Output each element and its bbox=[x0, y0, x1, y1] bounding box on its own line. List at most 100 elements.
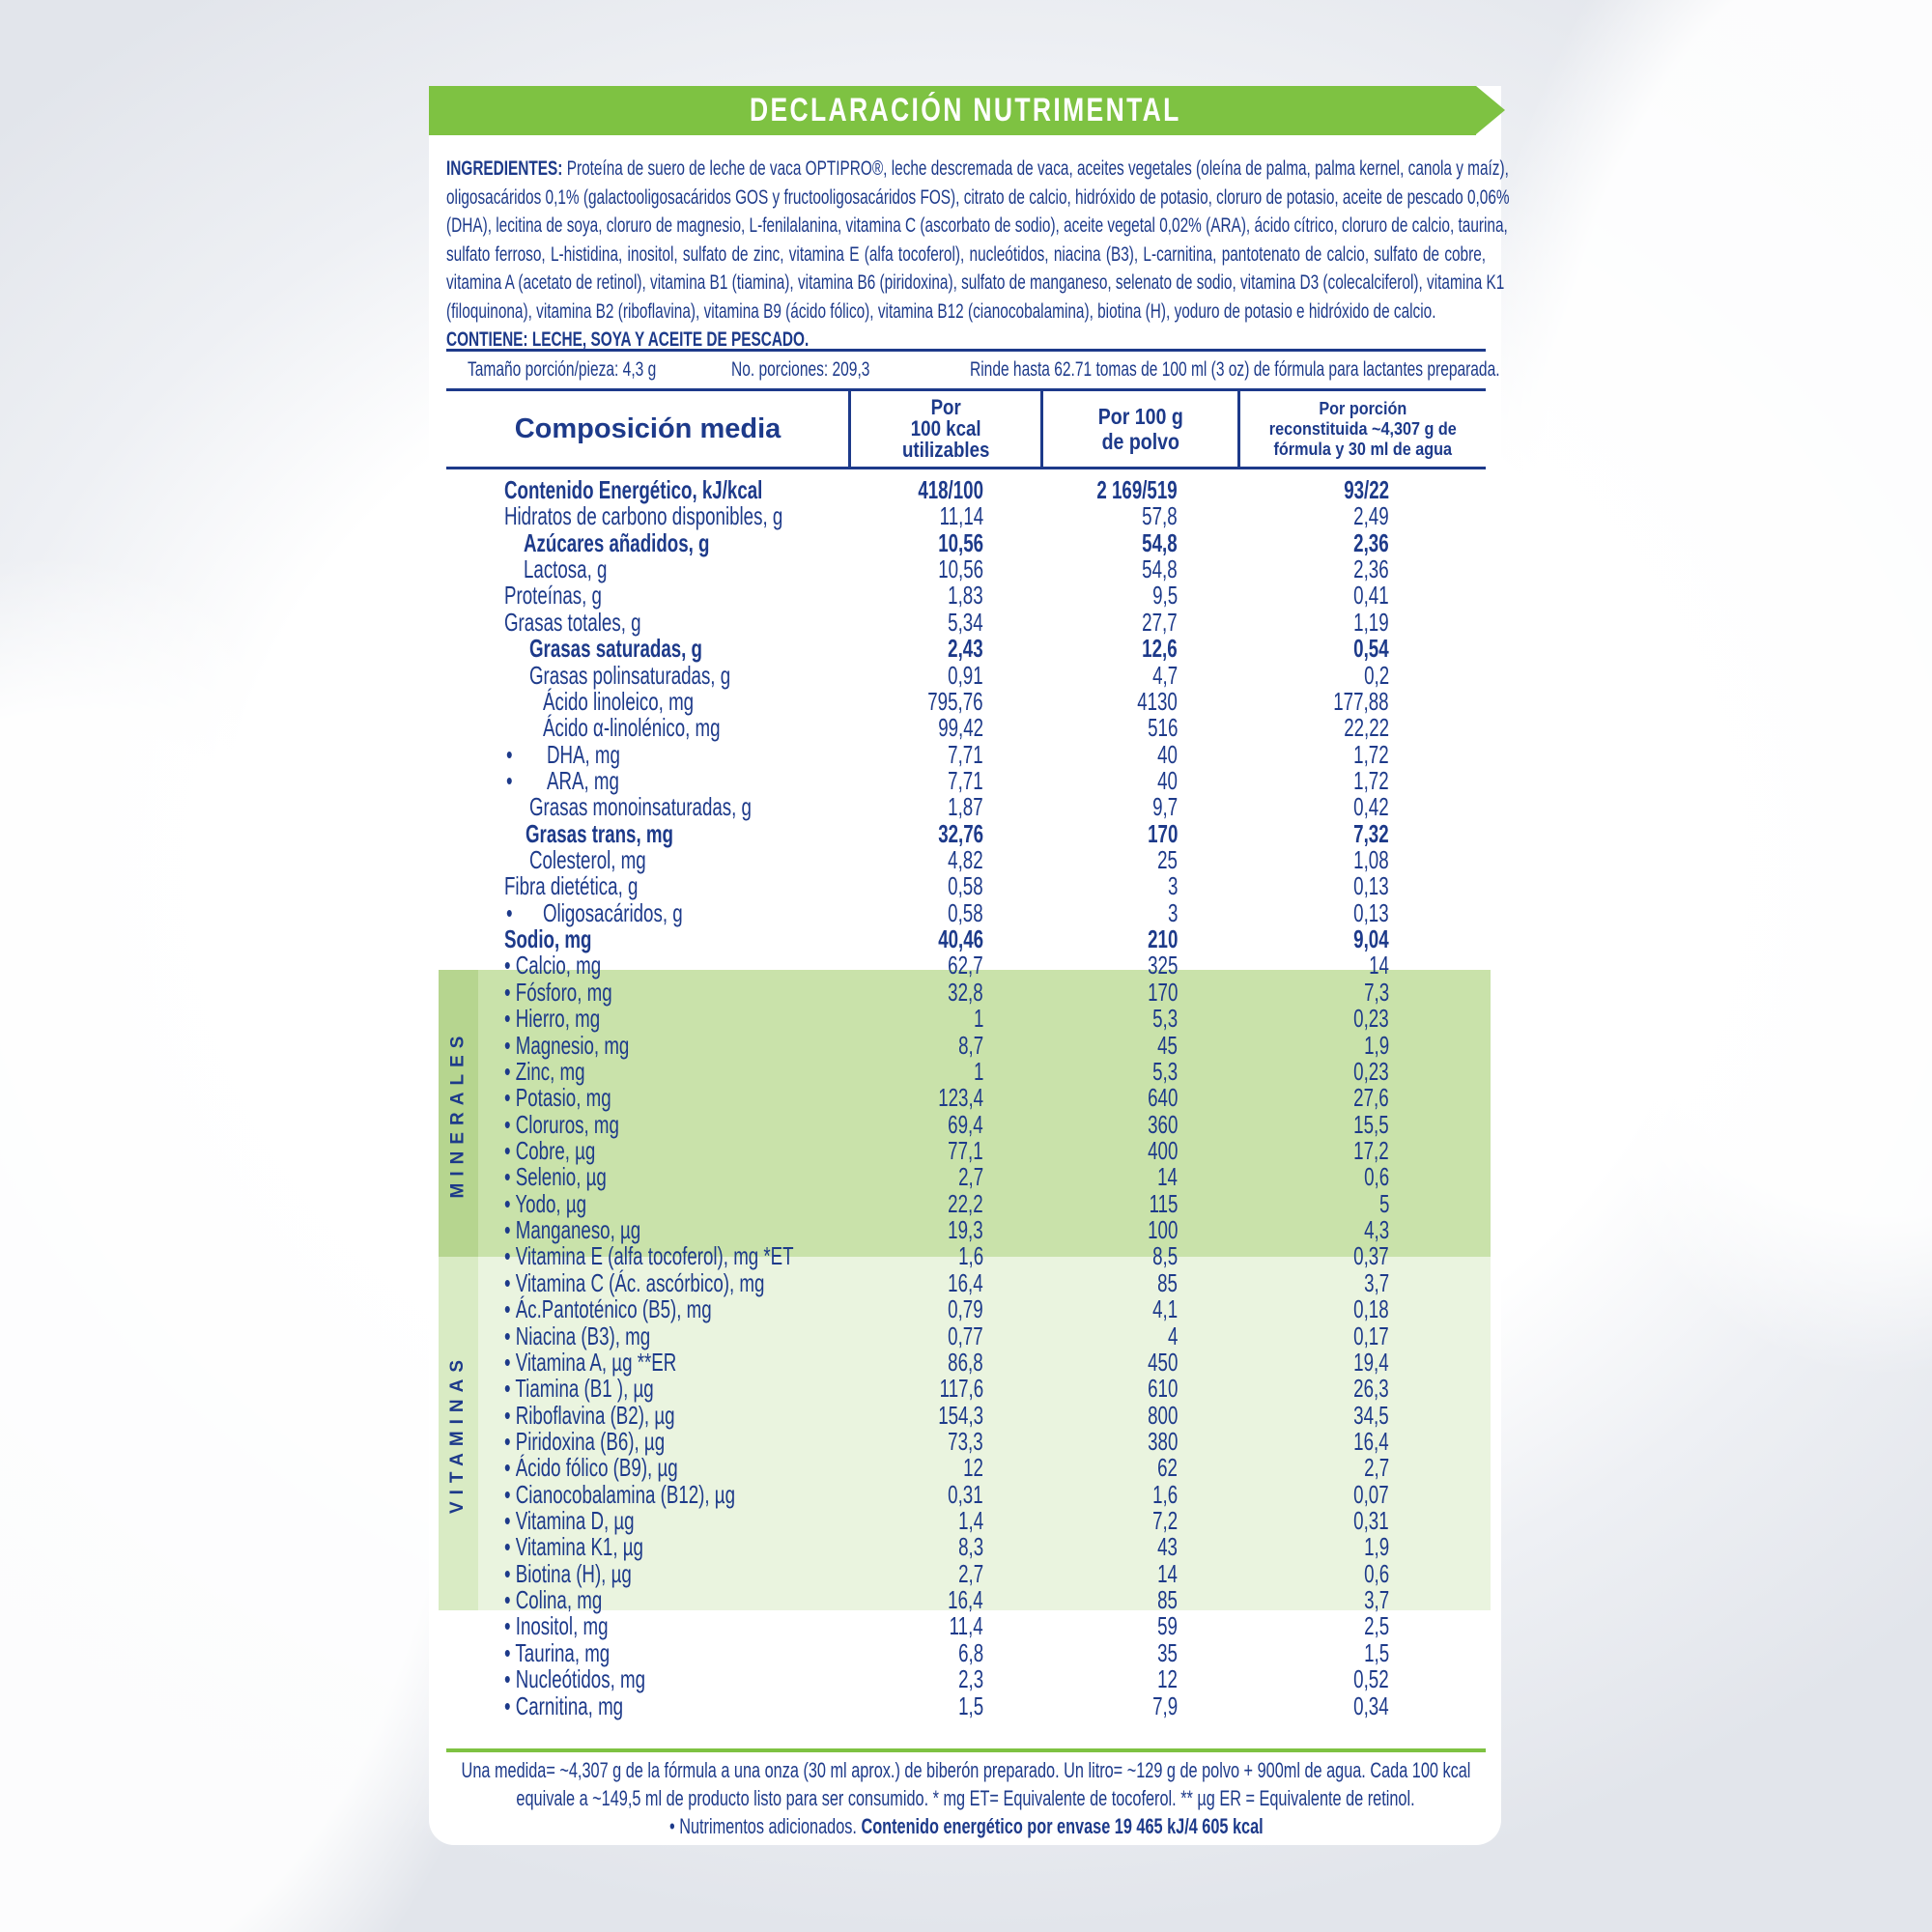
value-per-serving: 0,31 bbox=[1353, 1506, 1389, 1536]
value-per-serving: 0,6 bbox=[1363, 1162, 1389, 1192]
value-per-100g: 43 bbox=[1157, 1532, 1178, 1562]
nutrient-name: DHA, mg bbox=[547, 739, 620, 769]
value-per-100kcal: 418/100 bbox=[918, 475, 983, 504]
nutrient-name: Oligosacáridos, g bbox=[543, 897, 683, 927]
value-per-serving: 17,2 bbox=[1353, 1136, 1389, 1165]
value-per-100g: 59 bbox=[1157, 1611, 1178, 1641]
value-per-100kcal: 8,3 bbox=[957, 1532, 983, 1562]
value-per-serving: 16,4 bbox=[1353, 1426, 1389, 1456]
footer-note: Una medida= ~4,307 g de la fórmula a una… bbox=[461, 1758, 1471, 1782]
header-per-100g: Por 100 g de polvo bbox=[1097, 404, 1183, 454]
serving-size: Tamaño porción/pieza: 4,3 g bbox=[468, 358, 657, 381]
value-per-serving: 1,72 bbox=[1353, 739, 1389, 769]
value-per-serving: 2,49 bbox=[1353, 501, 1389, 531]
nutrient-name: • Cianocobalamina (B12), µg bbox=[504, 1479, 735, 1509]
table-row: • Manganeso, µg 19,3 100 4,3 bbox=[0, 1216, 1932, 1243]
nutrient-name: • Vitamina C (Ác. ascórbico), mg bbox=[504, 1267, 765, 1297]
nutrient-name: Colesterol, mg bbox=[529, 845, 646, 875]
value-per-100kcal: 32,76 bbox=[938, 818, 983, 848]
nutrient-name: • Piridoxina (B6), µg bbox=[504, 1426, 666, 1456]
value-per-serving: 1,5 bbox=[1363, 1637, 1389, 1667]
label-title: DECLARACIÓN NUTRIMENTAL bbox=[749, 92, 1181, 128]
nutrient-name: • Ácido fólico (B9), µg bbox=[504, 1453, 678, 1483]
minerals-section-label: MINERALES bbox=[439, 970, 478, 1257]
allergen-statement: CONTIENE: LECHE, SOYA Y ACEITE DE PESCAD… bbox=[446, 328, 810, 351]
divider bbox=[446, 388, 1486, 391]
value-per-100kcal: 1,5 bbox=[957, 1690, 983, 1720]
nutrient-name: • Vitamina E (alfa tocoferol), mg *ET bbox=[504, 1241, 794, 1271]
value-per-serving: 26,3 bbox=[1353, 1374, 1389, 1404]
value-per-100kcal: 0,91 bbox=[948, 660, 983, 690]
table-row: • Vitamina D, µg 1,4 7,2 0,31 bbox=[0, 1506, 1932, 1536]
value-per-serving: 2,36 bbox=[1353, 554, 1389, 584]
value-per-serving: 1,19 bbox=[1353, 607, 1389, 637]
value-per-100g: 3 bbox=[1167, 897, 1178, 927]
value-per-serving: 0,42 bbox=[1353, 792, 1389, 822]
nutrient-name: • Taurina, mg bbox=[504, 1637, 611, 1667]
value-per-serving: 0,23 bbox=[1353, 1056, 1389, 1086]
value-per-serving: 7,32 bbox=[1353, 818, 1389, 848]
nutrient-name: • Selenio, µg bbox=[504, 1162, 607, 1192]
value-per-100kcal: 99,42 bbox=[938, 713, 983, 743]
table-row: Lactosa, g 10,56 54,8 2,36 bbox=[0, 554, 1932, 584]
nutrient-name: • Niacina (B3), mg bbox=[504, 1321, 651, 1350]
table-row: Colesterol, mg 4,82 25 1,08 bbox=[0, 845, 1932, 875]
value-per-100kcal: 154,3 bbox=[938, 1400, 983, 1430]
value-per-100kcal: 32,8 bbox=[948, 977, 983, 1007]
value-per-100g: 54,8 bbox=[1142, 527, 1178, 557]
footer-note: equivale a ~149,5 ml de producto listo p… bbox=[516, 1786, 1416, 1810]
value-per-serving: 2,5 bbox=[1363, 1611, 1389, 1641]
column-divider bbox=[848, 389, 851, 469]
value-per-serving: 0,6 bbox=[1363, 1558, 1389, 1588]
table-row: • Taurina, mg 6,8 35 1,5 bbox=[0, 1637, 1932, 1667]
table-row: Grasas monoinsaturadas, g 1,87 9,7 0,42 bbox=[0, 792, 1932, 822]
value-per-100g: 85 bbox=[1157, 1267, 1178, 1297]
table-row: • Niacina (B3), mg 0,77 4 0,17 bbox=[0, 1321, 1932, 1350]
value-per-serving: 0,2 bbox=[1363, 660, 1389, 690]
value-per-100kcal: 1,83 bbox=[948, 581, 983, 611]
table-row: • Vitamina K1, µg 8,3 43 1,9 bbox=[0, 1532, 1932, 1562]
value-per-100kcal: 2,3 bbox=[957, 1664, 983, 1694]
value-per-100g: 9,7 bbox=[1151, 792, 1178, 822]
value-per-100kcal: 4,82 bbox=[948, 845, 983, 875]
value-per-100g: 8,5 bbox=[1151, 1241, 1178, 1271]
table-row: • Cobre, µg 77,1 400 17,2 bbox=[0, 1136, 1932, 1165]
table-row: • Potasio, mg 123,4 640 27,6 bbox=[0, 1084, 1932, 1111]
nutrient-name: Grasas totales, g bbox=[504, 607, 641, 637]
value-per-100g: 27,7 bbox=[1142, 607, 1178, 637]
table-row: • Biotina (H), µg 2,7 14 0,6 bbox=[0, 1558, 1932, 1588]
value-per-100g: 4,7 bbox=[1151, 660, 1178, 690]
nutrient-name: Grasas polinsaturadas, g bbox=[529, 660, 731, 690]
value-per-serving: 7,3 bbox=[1363, 977, 1389, 1007]
column-divider bbox=[1237, 389, 1240, 469]
value-per-serving: 0,13 bbox=[1353, 871, 1389, 901]
table-row: • Riboflavina (B2), µg 154,3 800 34,5 bbox=[0, 1400, 1932, 1430]
value-per-100kcal: 2,7 bbox=[957, 1162, 983, 1192]
value-per-100kcal: 0,58 bbox=[948, 897, 983, 927]
table-row: • Vitamina A, µg **ER 86,8 450 19,4 bbox=[0, 1349, 1932, 1376]
nutrient-name: • Carnitina, mg bbox=[504, 1690, 624, 1720]
value-per-100g: 14 bbox=[1157, 1162, 1178, 1192]
value-per-100g: 5,3 bbox=[1151, 1004, 1178, 1034]
value-per-100g: 4130 bbox=[1137, 686, 1178, 716]
table-row: • Carnitina, mg 1,5 7,9 0,34 bbox=[0, 1690, 1932, 1720]
table-row: • Cloruros, mg 69,4 360 15,5 bbox=[0, 1109, 1932, 1139]
value-per-100kcal: 0,58 bbox=[948, 871, 983, 901]
value-per-serving: 0,07 bbox=[1353, 1479, 1389, 1509]
value-per-serving: 0,52 bbox=[1353, 1664, 1389, 1694]
title-banner bbox=[429, 86, 1476, 135]
value-per-100kcal: 1,4 bbox=[957, 1506, 983, 1536]
value-per-100kcal: 1,6 bbox=[957, 1241, 983, 1271]
value-per-100g: 3 bbox=[1167, 871, 1178, 901]
nutrient-name: ARA, mg bbox=[547, 765, 619, 795]
nutrient-name: • Yodo, µg bbox=[504, 1188, 587, 1218]
value-per-100kcal: 69,4 bbox=[948, 1109, 983, 1139]
table-row: Fibra dietética, g 0,58 3 0,13 bbox=[0, 871, 1932, 901]
value-per-serving: 1,08 bbox=[1353, 845, 1389, 875]
nutrient-name: Hidratos de carbono disponibles, g bbox=[504, 501, 783, 531]
value-per-100g: 210 bbox=[1147, 924, 1178, 954]
value-per-100g: 9,5 bbox=[1151, 581, 1178, 611]
value-per-100kcal: 16,4 bbox=[948, 1585, 983, 1615]
table-row: • Tiamina (B1 ), µg 117,6 610 26,3 bbox=[0, 1374, 1932, 1404]
nutrient-name: Grasas saturadas, g bbox=[529, 634, 702, 664]
